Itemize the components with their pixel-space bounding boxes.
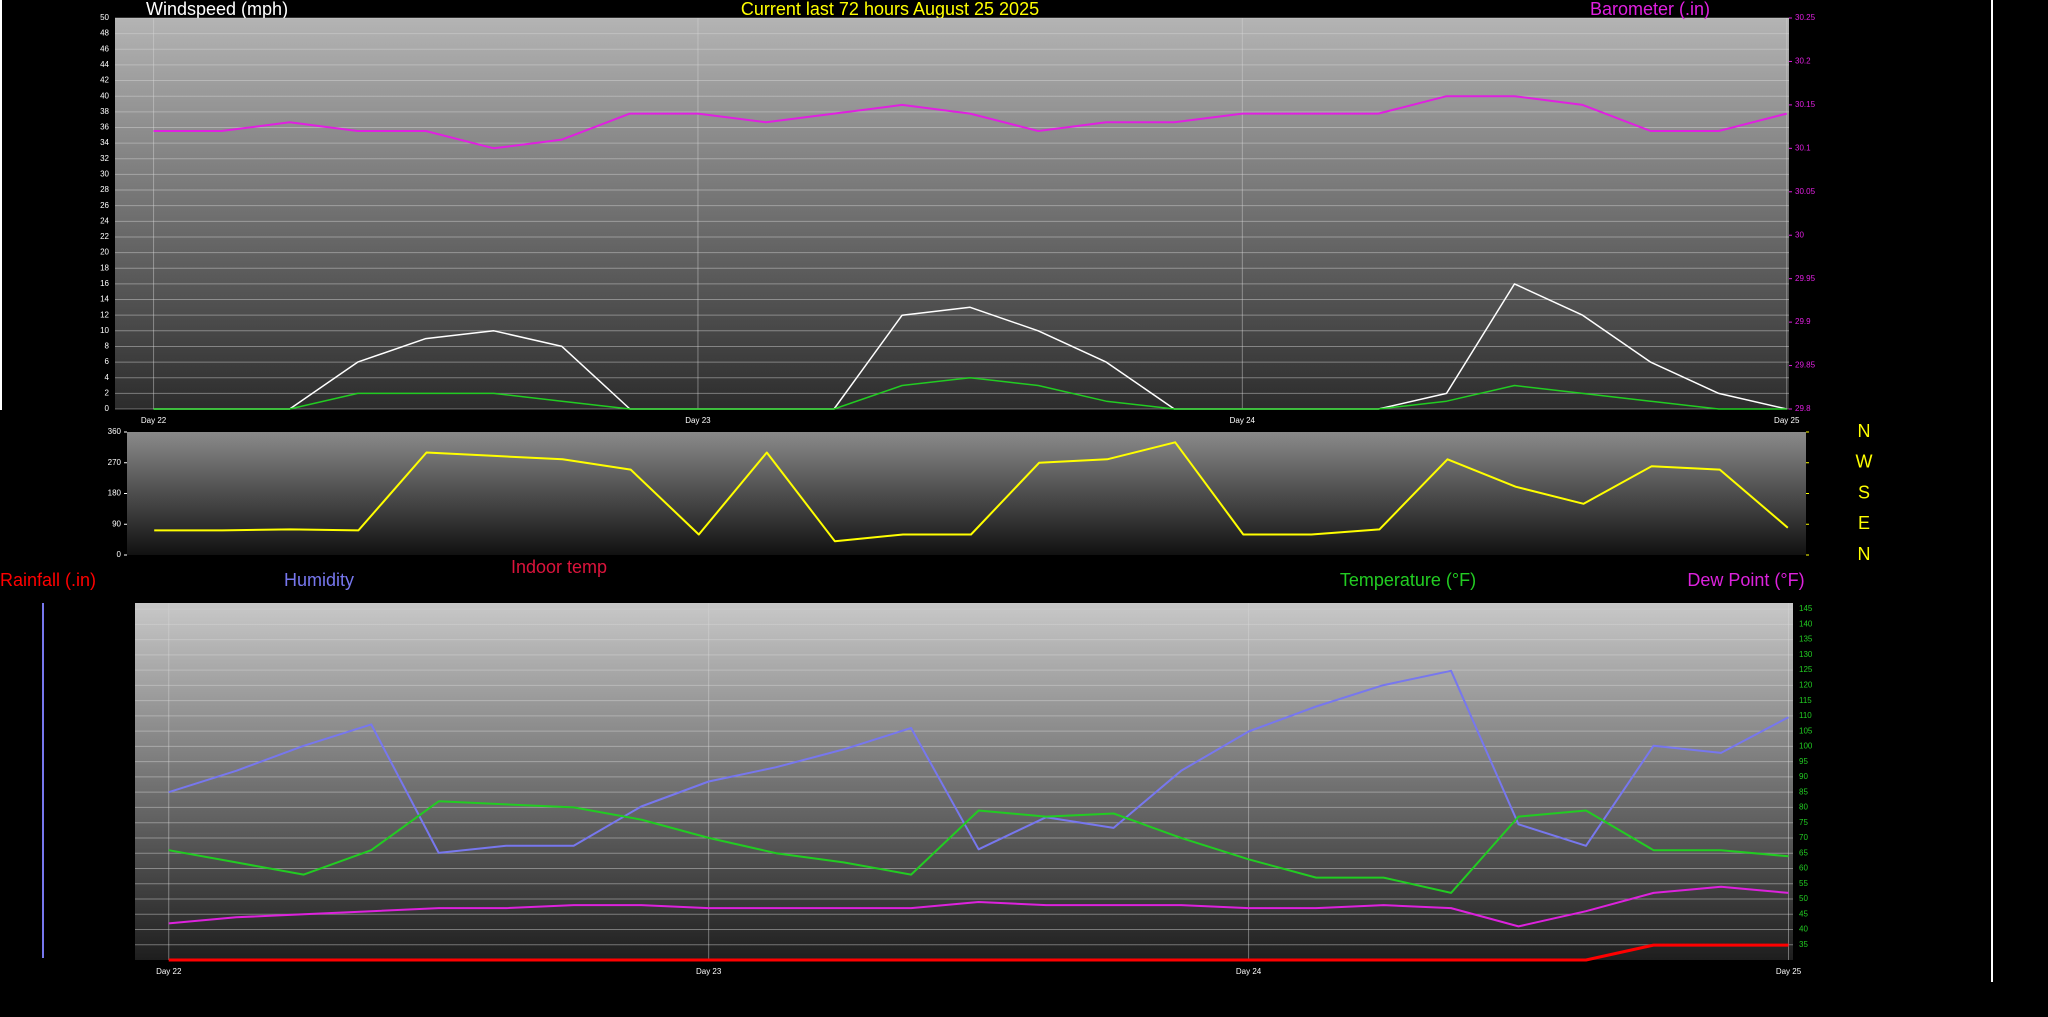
y2-tick-label: 30.25 [1795, 13, 1816, 22]
y-tick-label: 125 [1799, 665, 1813, 674]
plot-area [127, 432, 1806, 555]
series-line [168, 669, 1789, 854]
y-tick-label: 0 [105, 404, 110, 413]
x-tick-label: Day 25 [1776, 967, 1802, 976]
y2-tick-label: W [1856, 452, 1873, 472]
y-tick-label: 60 [1799, 864, 1808, 873]
legend-label: Temperature (°F) [1340, 570, 1476, 590]
x-tick-label: Day 25 [1774, 416, 1800, 425]
y2-tick-label: N [1858, 421, 1871, 441]
y-tick-label: 40 [1799, 925, 1808, 934]
x-tick-label: Day 24 [1230, 416, 1256, 425]
y-tick-label: 48 [100, 29, 109, 38]
y-tick-label: 80 [1799, 803, 1808, 812]
y2-tick-label: 30.2 [1795, 57, 1811, 66]
y-tick-label: 75 [1799, 818, 1808, 827]
y-tick-label: 120 [1799, 680, 1813, 689]
series-line [168, 800, 1789, 894]
y-tick-label: 140 [1799, 619, 1813, 628]
plot-area [135, 603, 1793, 960]
y-tick-label: 50 [100, 13, 109, 22]
y-tick-label: 115 [1799, 696, 1812, 705]
y-tick-label: 0 [117, 550, 122, 559]
y-tick-label: 135 [1799, 635, 1813, 644]
y-axis-label: Windspeed (mph) [146, 0, 288, 19]
y-tick-label: 70 [1799, 833, 1808, 842]
series-line [154, 441, 1789, 543]
y-tick-label: 110 [1799, 711, 1812, 720]
y-tick-label: 95 [1799, 757, 1808, 766]
annotation: Indoor temp [511, 557, 607, 577]
y-tick-label: 22 [100, 232, 109, 241]
y-tick-label: 8 [105, 342, 110, 351]
y-tick-label: 38 [100, 107, 109, 116]
y-tick-label: 36 [100, 123, 109, 132]
y-tick-label: 14 [100, 295, 109, 304]
x-tick-label: Day 23 [685, 416, 711, 425]
x-tick-label: Day 22 [156, 967, 182, 976]
y2-tick-label: 30.05 [1795, 187, 1816, 196]
y2-tick-label: 30.15 [1795, 100, 1816, 109]
y-tick-label: 130 [1799, 650, 1813, 659]
y-tick-label: 145 [1799, 604, 1813, 613]
y2-tick-label: 29.85 [1795, 361, 1816, 370]
y-tick-label: 360 [108, 427, 122, 436]
chart-title: Current last 72 hours August 25 2025 [741, 0, 1039, 19]
series-line [168, 885, 1789, 928]
y-tick-label: 26 [100, 201, 109, 210]
plot-area [115, 18, 1789, 409]
y-tick-label: 28 [100, 185, 109, 194]
y2-tick-label: E [1858, 513, 1870, 533]
y2-tick-label: 30 [1795, 230, 1804, 239]
y-tick-label: 50 [1799, 894, 1808, 903]
y-tick-label: 42 [100, 76, 109, 85]
y-tick-label: 32 [100, 154, 109, 163]
y-tick-label: 90 [1799, 772, 1808, 781]
series-line [153, 283, 1787, 410]
y-tick-label: 2 [105, 388, 110, 397]
y-tick-label: 4 [105, 373, 110, 382]
y-tick-label: 45 [1799, 909, 1808, 918]
y2-tick-label: 30.1 [1795, 143, 1811, 152]
y-tick-label: 10 [100, 326, 109, 335]
x-tick-label: Day 24 [1236, 967, 1262, 976]
legend-label: Humidity [284, 570, 354, 590]
y-tick-label: 55 [1799, 879, 1808, 888]
legend-label: Dew Point (°F) [1687, 570, 1804, 590]
y-tick-label: 24 [100, 216, 109, 225]
y-tick-label: 46 [100, 44, 109, 53]
y-tick-label: 90 [112, 519, 121, 528]
series-line [153, 376, 1787, 410]
y2-tick-label: S [1858, 482, 1870, 502]
series-line [153, 95, 1787, 150]
legend-label: Rainfall (.in) [0, 570, 96, 590]
y2-tick-label: 29.95 [1795, 274, 1816, 283]
y-tick-label: 44 [100, 60, 109, 69]
y-tick-label: 20 [100, 248, 109, 257]
y-tick-label: 34 [100, 138, 109, 147]
y-tick-label: 40 [100, 91, 109, 100]
y-tick-label: 65 [1799, 848, 1808, 857]
y-tick-label: 16 [100, 279, 109, 288]
y-tick-label: 105 [1799, 726, 1813, 735]
x-tick-label: Day 22 [141, 416, 167, 425]
y-tick-label: 270 [108, 458, 122, 467]
y2-tick-label: N [1858, 544, 1871, 564]
y-tick-label: 35 [1799, 940, 1808, 949]
y-tick-label: 18 [100, 263, 109, 272]
y-tick-label: 6 [105, 357, 110, 366]
y-tick-label: 100 [1799, 742, 1813, 751]
y2-tick-label: 29.8 [1795, 404, 1811, 413]
legend-label: Barometer (.in) [1590, 0, 1710, 19]
y2-tick-label: 29.9 [1795, 317, 1811, 326]
x-tick-label: Day 23 [696, 967, 722, 976]
y-tick-label: 85 [1799, 787, 1808, 796]
y-tick-label: 12 [100, 310, 109, 319]
y-tick-label: 30 [100, 170, 109, 179]
series-line [168, 943, 1789, 962]
y-tick-label: 180 [108, 489, 122, 498]
